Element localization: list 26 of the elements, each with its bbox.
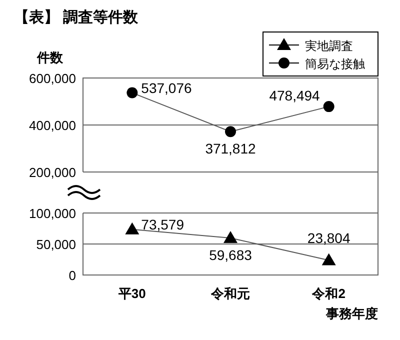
data-label: 478,494 bbox=[269, 88, 320, 104]
data-label: 59,683 bbox=[209, 246, 252, 263]
data-label: 73,579 bbox=[141, 216, 184, 232]
legend-label: 簡易な接触 bbox=[305, 57, 365, 71]
legend-label: 実地調査 bbox=[305, 39, 353, 53]
y-tick-label: 0 bbox=[68, 268, 76, 283]
y-tick-label: 100,000 bbox=[29, 206, 76, 221]
point bbox=[224, 230, 238, 243]
y-tick-label: 400,000 bbox=[29, 118, 76, 133]
y-tick-label: 50,000 bbox=[36, 237, 76, 252]
data-label: 23,804 bbox=[307, 230, 350, 246]
x-tick-label: 令和元 bbox=[210, 286, 250, 301]
y-tick-label: 600,000 bbox=[29, 71, 76, 86]
point bbox=[126, 87, 138, 98]
point bbox=[225, 126, 236, 138]
x-tick-label: 平30 bbox=[117, 286, 146, 301]
data-label: 537,076 bbox=[141, 80, 192, 96]
point bbox=[323, 101, 334, 112]
chart-title: 【表】 調査等件数 bbox=[14, 8, 140, 26]
y-tick-label: 200,000 bbox=[29, 165, 76, 180]
y-axis-title: 件数 bbox=[36, 50, 64, 65]
x-tick-label: 令和2 bbox=[311, 286, 346, 301]
x-axis-title: 事務年度 bbox=[325, 306, 378, 321]
data-label: 371,812 bbox=[205, 140, 256, 157]
point bbox=[125, 222, 140, 234]
point bbox=[322, 253, 336, 266]
